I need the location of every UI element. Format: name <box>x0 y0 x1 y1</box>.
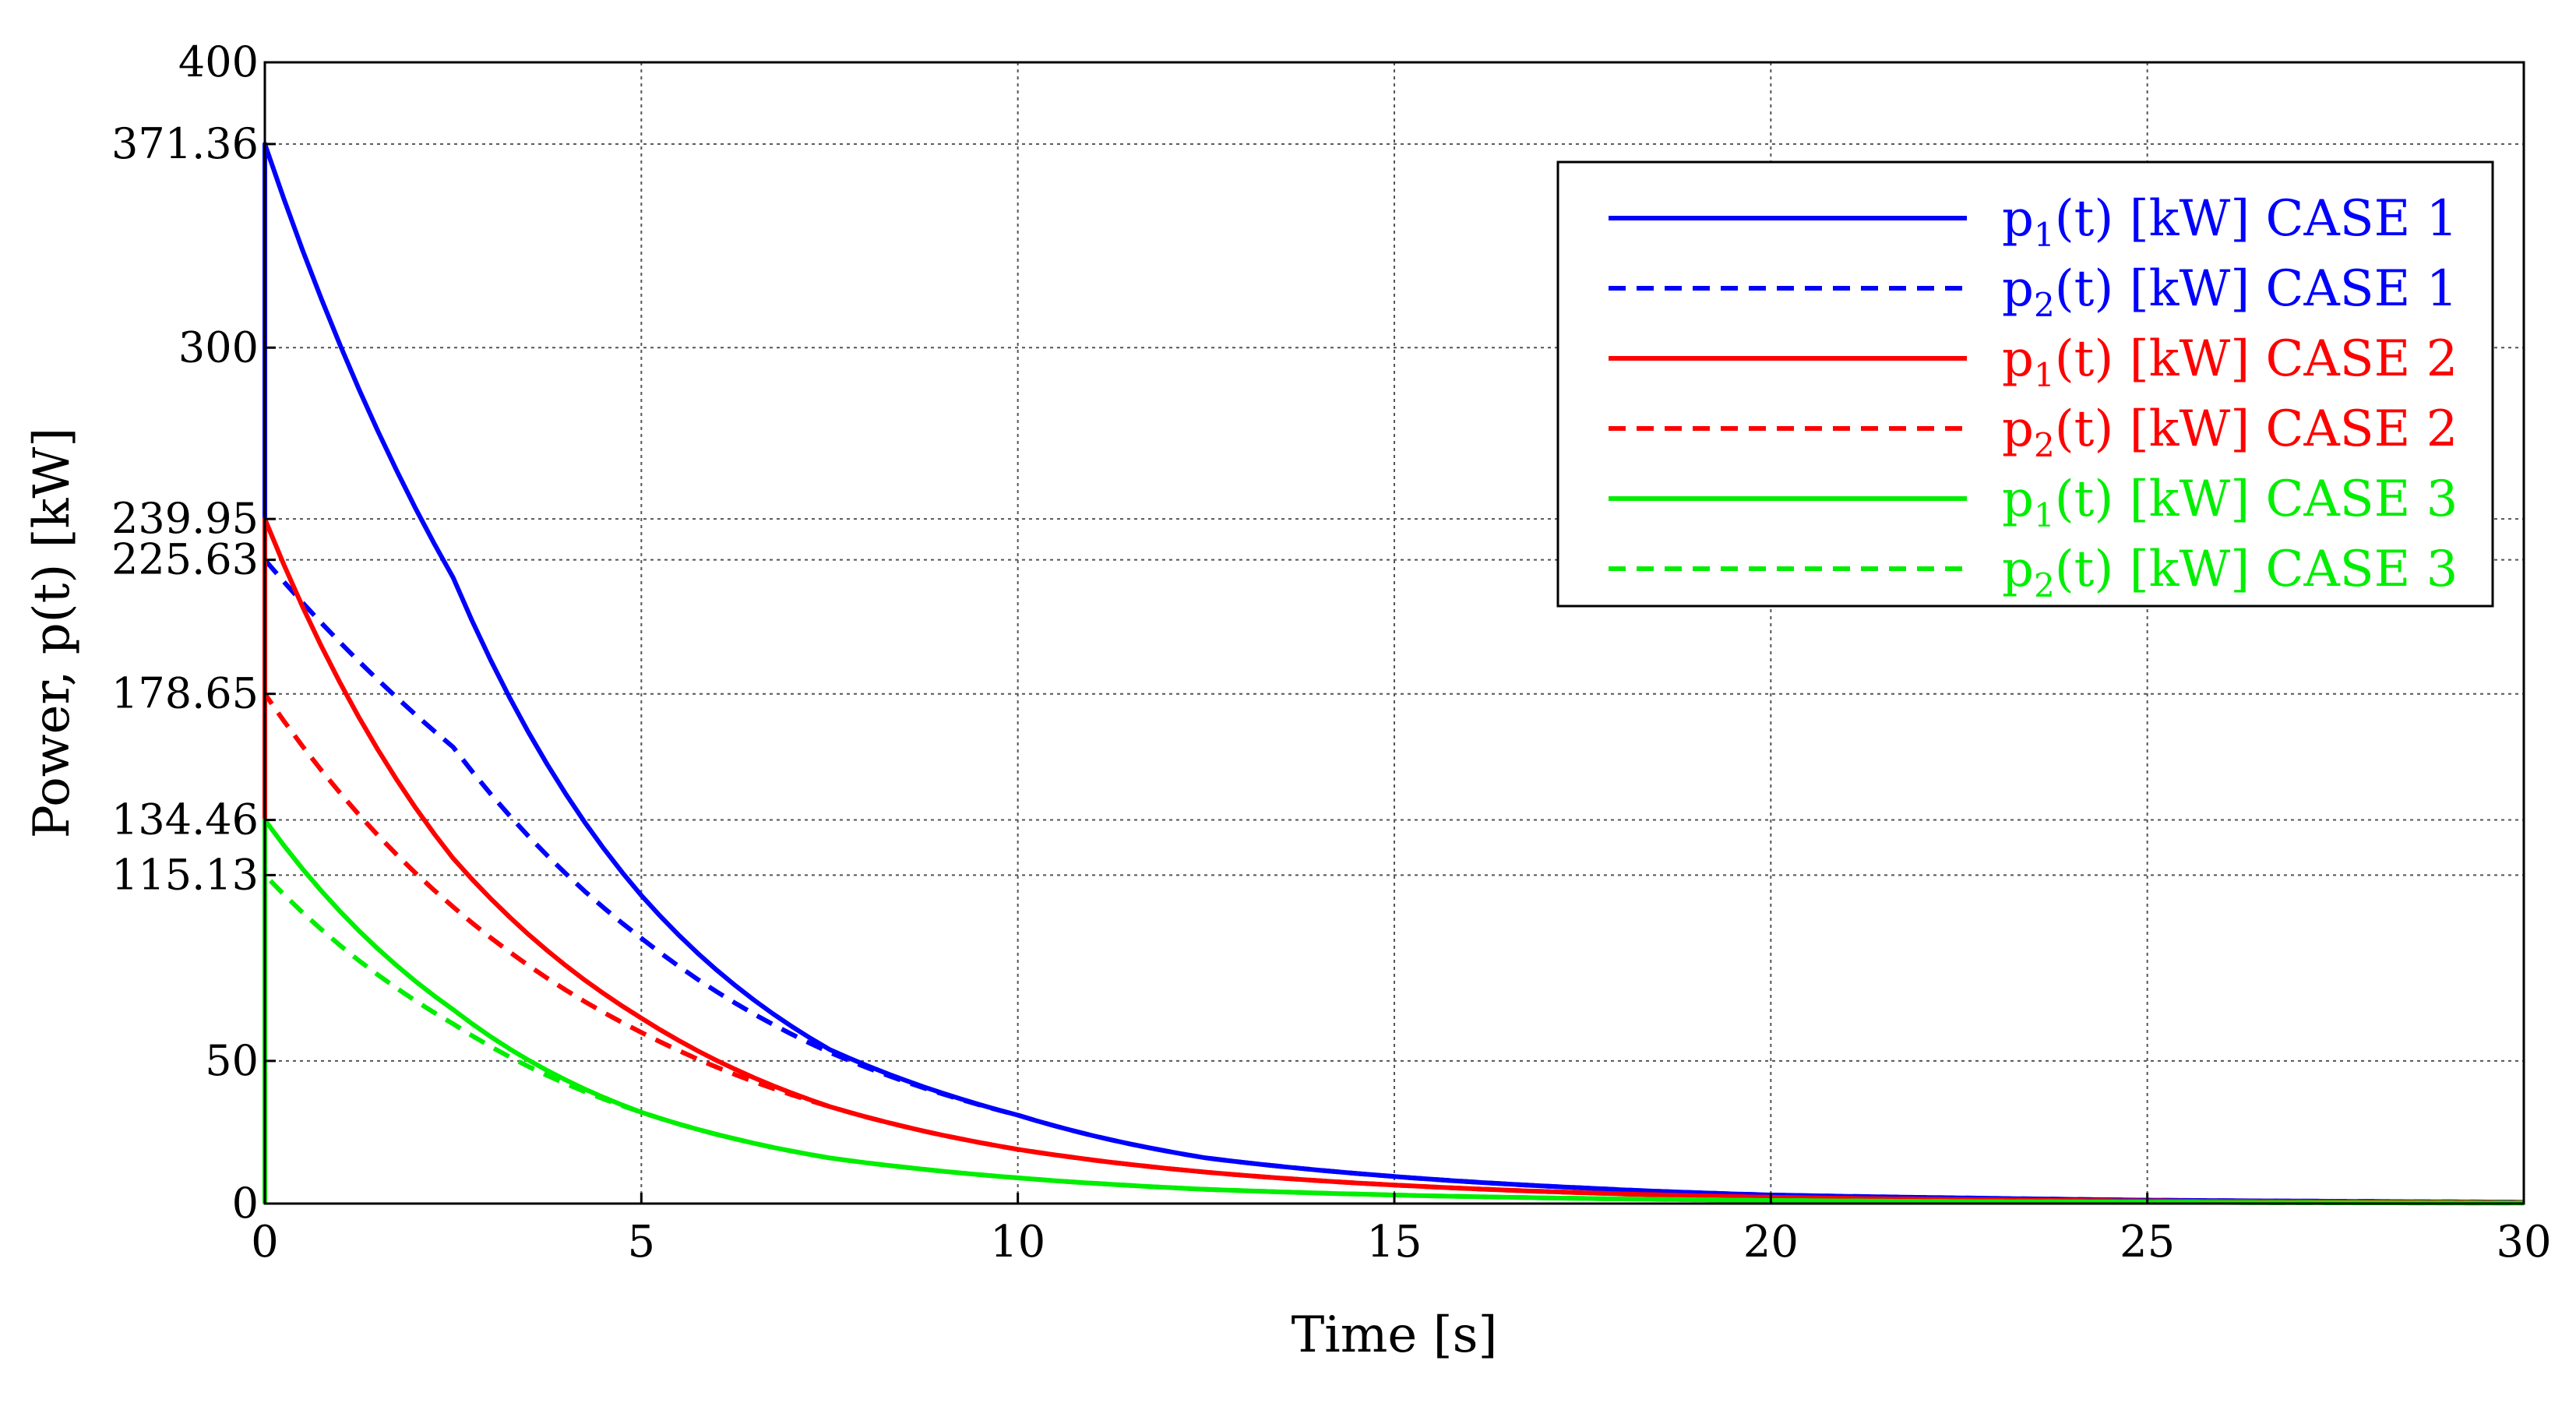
y-tick-label: 239.95 <box>111 494 259 543</box>
axis-ticks: 0 5 10 15 20 25 30050115.13134.46178.65225.632… <box>111 37 2552 1267</box>
x-axis-label: Time [s] <box>1292 1306 1498 1364</box>
y-tick-label: 115.13 <box>111 850 259 899</box>
x-tick-label: 15 <box>1366 1217 1422 1267</box>
y-tick-label: 50 <box>205 1036 259 1085</box>
y-tick-label: 400 <box>178 37 259 86</box>
legend-label: p2(t) [kW] CASE 1 <box>2002 260 2458 324</box>
x-tick-label: 30 <box>2496 1217 2551 1267</box>
x-tick-label: 20 <box>1743 1217 1799 1267</box>
legend-box <box>1556 160 2494 608</box>
legend: p1(t) [kW] CASE 1p2(t) [kW] CASE 1p1(t) … <box>1556 160 2494 608</box>
legend-label: p2(t) [kW] CASE 3 <box>2002 541 2458 605</box>
y-tick-label: 0 <box>232 1179 259 1228</box>
y-tick-label: 134.46 <box>111 795 259 844</box>
y-tick-label: 178.65 <box>111 669 259 718</box>
x-tick-label: 0 <box>251 1217 279 1267</box>
x-tick-label: 10 <box>990 1217 1045 1267</box>
series-layer <box>263 141 2525 1206</box>
series-line <box>263 872 2525 1206</box>
legend-label: p1(t) [kW] CASE 2 <box>2002 330 2458 394</box>
y-tick-label: 300 <box>178 323 259 372</box>
legend-label: p2(t) [kW] CASE 2 <box>2002 400 2458 464</box>
y-axis-label: Power, p(t) [kW] <box>23 428 81 838</box>
x-tick-label: 25 <box>2120 1217 2175 1267</box>
y-tick-label: 225.63 <box>111 535 259 584</box>
legend-label: p1(t) [kW] CASE 3 <box>2002 471 2458 534</box>
x-tick-label: 5 <box>628 1217 656 1267</box>
legend-label: p1(t) [kW] CASE 1 <box>2002 190 2458 254</box>
y-tick-label: 371.36 <box>111 119 259 168</box>
